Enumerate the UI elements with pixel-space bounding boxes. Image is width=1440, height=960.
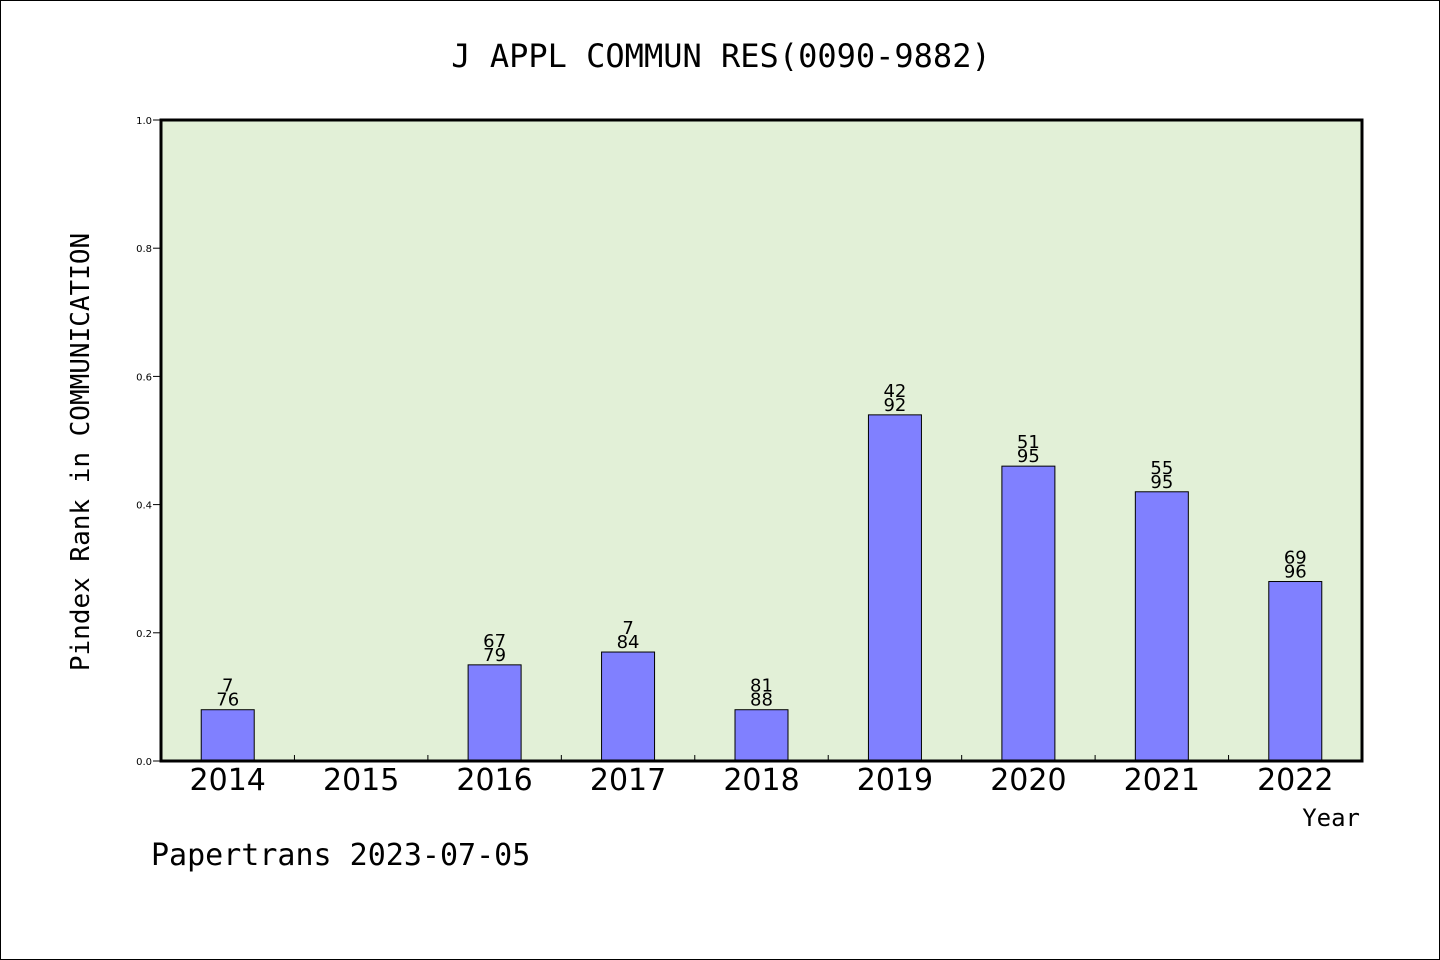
- plot-frame: [159, 118, 1364, 763]
- x-axis: 2014 2015 2016 2017 2018 2019 2020 2021 2022: [190, 755, 1333, 798]
- bar-label-bottom-2018: 88: [750, 690, 773, 711]
- bar-label-top-2021: 55: [1150, 458, 1173, 479]
- bar-label-top-2022: 69: [1284, 548, 1307, 569]
- bar-label-bottom-2014: 76: [216, 690, 239, 711]
- bar-label-bottom-2019: 92: [883, 395, 906, 416]
- x-tick-label-2021: 2021: [1124, 763, 1200, 798]
- x-tick-label-2020: 2020: [990, 763, 1066, 798]
- bar-label-top-2020: 51: [1017, 432, 1040, 453]
- y-tick-label-0: 0.0: [136, 757, 152, 768]
- y-axis: 0.0 0.2 0.4 0.6 0.8 1.0: [136, 116, 161, 768]
- bar-2022: [1268, 581, 1323, 762]
- y-tick-label-3: 0.6: [136, 372, 152, 383]
- bar-2018: [734, 709, 789, 762]
- bar-2017: [601, 651, 656, 762]
- footer-date: Papertrans 2023-07-05: [151, 838, 530, 873]
- x-tick-label-2016: 2016: [456, 763, 532, 798]
- bar-label-top-2017: 7: [622, 618, 633, 639]
- x-axis-label: Year: [1302, 804, 1360, 832]
- bar-2016: [467, 664, 522, 762]
- bar-2021: [1134, 491, 1189, 762]
- x-tick-label-2015: 2015: [323, 763, 399, 798]
- bar-label-top-2014: 7: [222, 676, 233, 697]
- x-tick-label-2019: 2019: [857, 763, 933, 798]
- bar-label-bottom-2020: 95: [1017, 446, 1040, 467]
- bar-series: [200, 414, 1323, 762]
- bar-label-bottom-2017: 84: [617, 632, 640, 653]
- y-tick-label-4: 0.8: [136, 244, 152, 255]
- bar-label-top-2018: 81: [750, 676, 773, 697]
- bar-label-bottom-2022: 96: [1284, 562, 1307, 583]
- chart-title: J APPL COMMUN RES(0090-9882): [451, 37, 990, 75]
- bar-label-top-2019: 42: [883, 381, 906, 402]
- y-tick-label-2: 0.4: [136, 501, 152, 512]
- bar-label-bottom-2021: 95: [1150, 472, 1173, 493]
- y-tick-label-1: 0.2: [136, 629, 152, 640]
- x-tick-label-2018: 2018: [723, 763, 799, 798]
- bar-2020: [1001, 465, 1056, 762]
- bar-label-bottom-2016: 79: [483, 645, 506, 666]
- bar-label-top-2016: 67: [483, 631, 506, 652]
- bar-2019: [867, 414, 922, 762]
- x-tick-label-2014: 2014: [190, 763, 266, 798]
- y-axis-label: Pindex Rank in COMMUNICATION: [66, 233, 96, 671]
- bar-2014: [200, 709, 255, 762]
- y-tick-label-5: 1.0: [136, 116, 152, 127]
- x-tick-label-2017: 2017: [590, 763, 666, 798]
- x-tick-label-2022: 2022: [1257, 763, 1333, 798]
